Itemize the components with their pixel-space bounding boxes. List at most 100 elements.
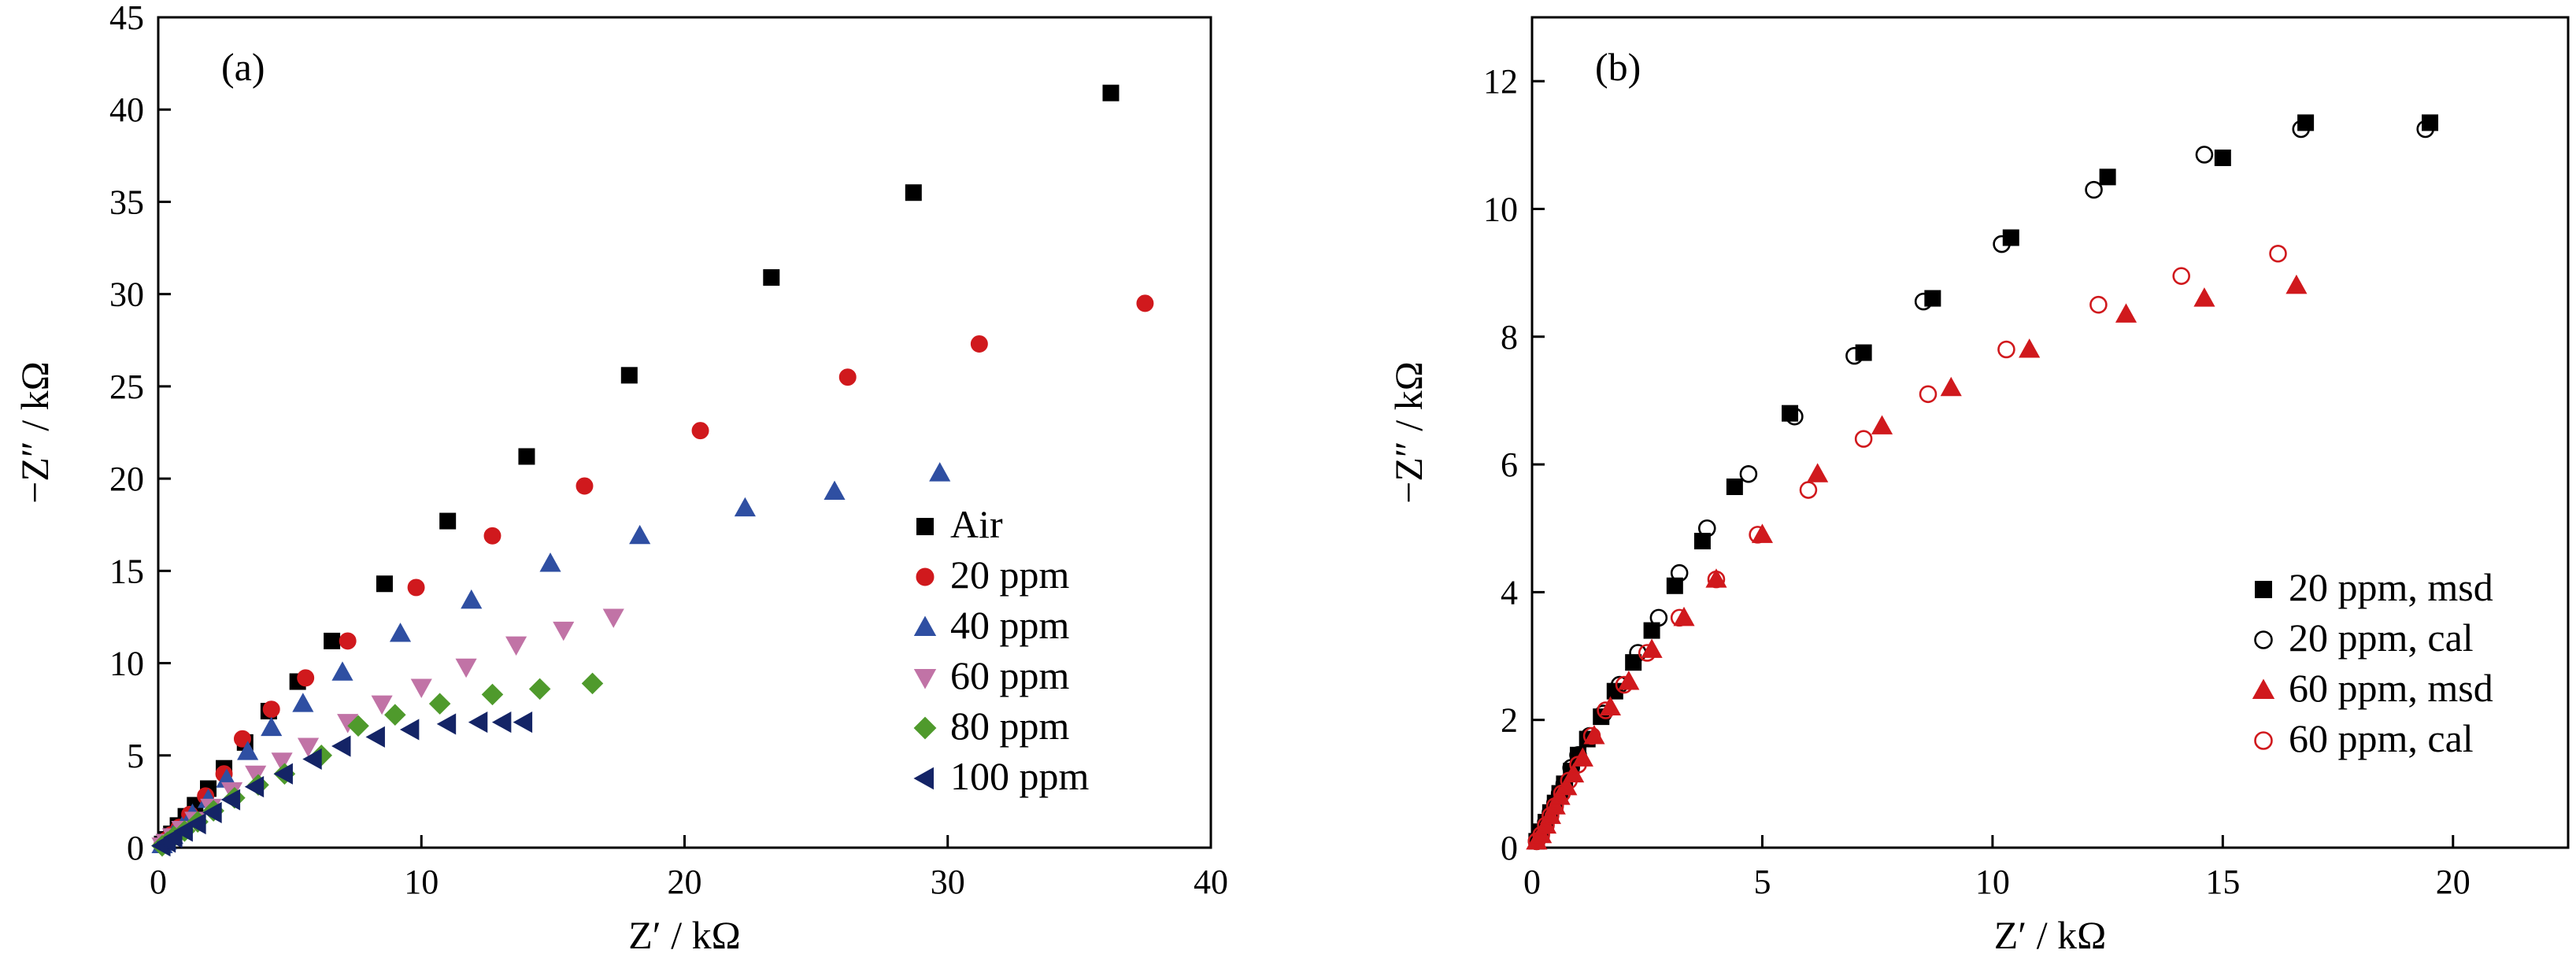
data-point xyxy=(581,672,604,695)
data-point xyxy=(1924,290,1941,307)
data-point xyxy=(602,608,624,628)
x-tick-label: 30 xyxy=(931,863,965,901)
y-tick-label: 40 xyxy=(109,91,144,129)
data-point xyxy=(428,693,451,715)
panel-label: (a) xyxy=(221,45,265,89)
data-point xyxy=(273,763,293,785)
legend-entry: 60 ppm, msd xyxy=(2289,666,2493,710)
data-point xyxy=(2292,120,2311,139)
data-point xyxy=(297,669,315,687)
data-point xyxy=(629,524,651,545)
data-point xyxy=(1638,644,1656,662)
x-axis-title: Z′ / kΩ xyxy=(628,913,741,957)
data-point xyxy=(1542,807,1560,825)
data-point xyxy=(2285,274,2308,294)
series-60-ppm-cal xyxy=(1527,244,2287,851)
data-point xyxy=(513,712,533,734)
data-point xyxy=(331,735,351,757)
data-point xyxy=(2089,295,2108,314)
data-point xyxy=(376,575,393,593)
data-point xyxy=(518,448,535,465)
x-tick-label: 0 xyxy=(150,863,167,901)
data-point xyxy=(1537,816,1555,834)
data-point xyxy=(1807,463,1829,482)
y-tick-label: 2 xyxy=(1501,701,1518,740)
y-tick-label: 20 xyxy=(109,460,144,498)
legend-marker xyxy=(2254,630,2273,649)
data-point xyxy=(1569,756,1587,774)
legend-entry: 20 ppm, msd xyxy=(2289,565,2493,609)
data-point xyxy=(2269,244,2287,263)
data-point xyxy=(297,737,320,757)
data-point xyxy=(365,726,385,748)
data-point xyxy=(528,678,551,700)
y-tick-label: 10 xyxy=(109,645,144,683)
x-tick-label: 0 xyxy=(1523,863,1541,901)
data-point xyxy=(436,713,457,735)
data-point xyxy=(292,693,314,712)
data-point xyxy=(1136,294,1154,312)
data-point xyxy=(1707,570,1726,589)
data-point xyxy=(481,683,504,706)
x-tick-label: 5 xyxy=(1753,863,1771,901)
x-tick-label: 20 xyxy=(2436,863,2471,901)
data-point xyxy=(1532,826,1550,845)
data-point xyxy=(1799,481,1818,499)
data-point xyxy=(1993,235,2011,253)
y-axis-title: −Z″ / kΩ xyxy=(1386,361,1430,504)
data-point xyxy=(2193,287,2215,307)
data-point xyxy=(399,719,420,741)
data-point xyxy=(505,636,527,656)
data-point xyxy=(324,632,341,649)
legend: Air 20 ppm 40 ppm 60 ppm 80 ppm 100 ppm xyxy=(913,502,1090,798)
data-point xyxy=(389,623,412,642)
data-point xyxy=(1625,654,1642,671)
y-tick-label: 0 xyxy=(127,829,144,867)
x-tick-label: 10 xyxy=(404,863,439,901)
legend-marker xyxy=(913,669,937,689)
data-point xyxy=(734,497,756,517)
data-point xyxy=(1940,376,1962,397)
data-point xyxy=(2019,338,2041,358)
data-point xyxy=(1997,340,2015,359)
data-point xyxy=(2085,180,2103,199)
y-axis-title: −Z″ / kΩ xyxy=(13,361,57,504)
series-60-ppm xyxy=(151,608,624,857)
data-point xyxy=(1871,415,1893,434)
legend-entry: 20 ppm xyxy=(950,553,1070,597)
y-tick-label: 12 xyxy=(1483,62,1518,101)
legend-entry: 80 ppm xyxy=(950,704,1070,748)
y-tick-label: 35 xyxy=(109,183,144,221)
data-point xyxy=(620,367,638,384)
data-point xyxy=(407,578,425,597)
x-tick-label: 10 xyxy=(1975,863,2010,901)
data-point xyxy=(1697,519,1716,538)
y-tick-label: 30 xyxy=(109,275,144,314)
data-point xyxy=(1786,407,1804,426)
data-point xyxy=(384,704,406,726)
data-point xyxy=(331,661,353,681)
data-point xyxy=(1560,771,1579,790)
data-point xyxy=(245,765,267,785)
data-point xyxy=(347,715,369,737)
data-point xyxy=(271,752,293,772)
legend-marker xyxy=(913,716,937,740)
data-point xyxy=(1615,675,1634,694)
legend-marker xyxy=(2252,678,2275,699)
y-tick-label: 8 xyxy=(1501,318,1518,357)
data-point xyxy=(2172,267,2190,285)
x-tick-label: 20 xyxy=(668,863,702,901)
y-tick-label: 6 xyxy=(1501,445,1518,484)
series-100-ppm xyxy=(151,712,533,857)
data-point xyxy=(410,678,432,698)
y-tick-label: 15 xyxy=(109,552,144,590)
data-point xyxy=(1599,696,1622,715)
data-point xyxy=(1582,726,1601,745)
data-point xyxy=(1914,292,1933,311)
data-point xyxy=(187,812,206,835)
data-point xyxy=(262,700,280,719)
plot-frame xyxy=(1530,16,2570,849)
series-60-ppm-msd xyxy=(1526,274,2308,850)
data-point xyxy=(838,368,857,386)
